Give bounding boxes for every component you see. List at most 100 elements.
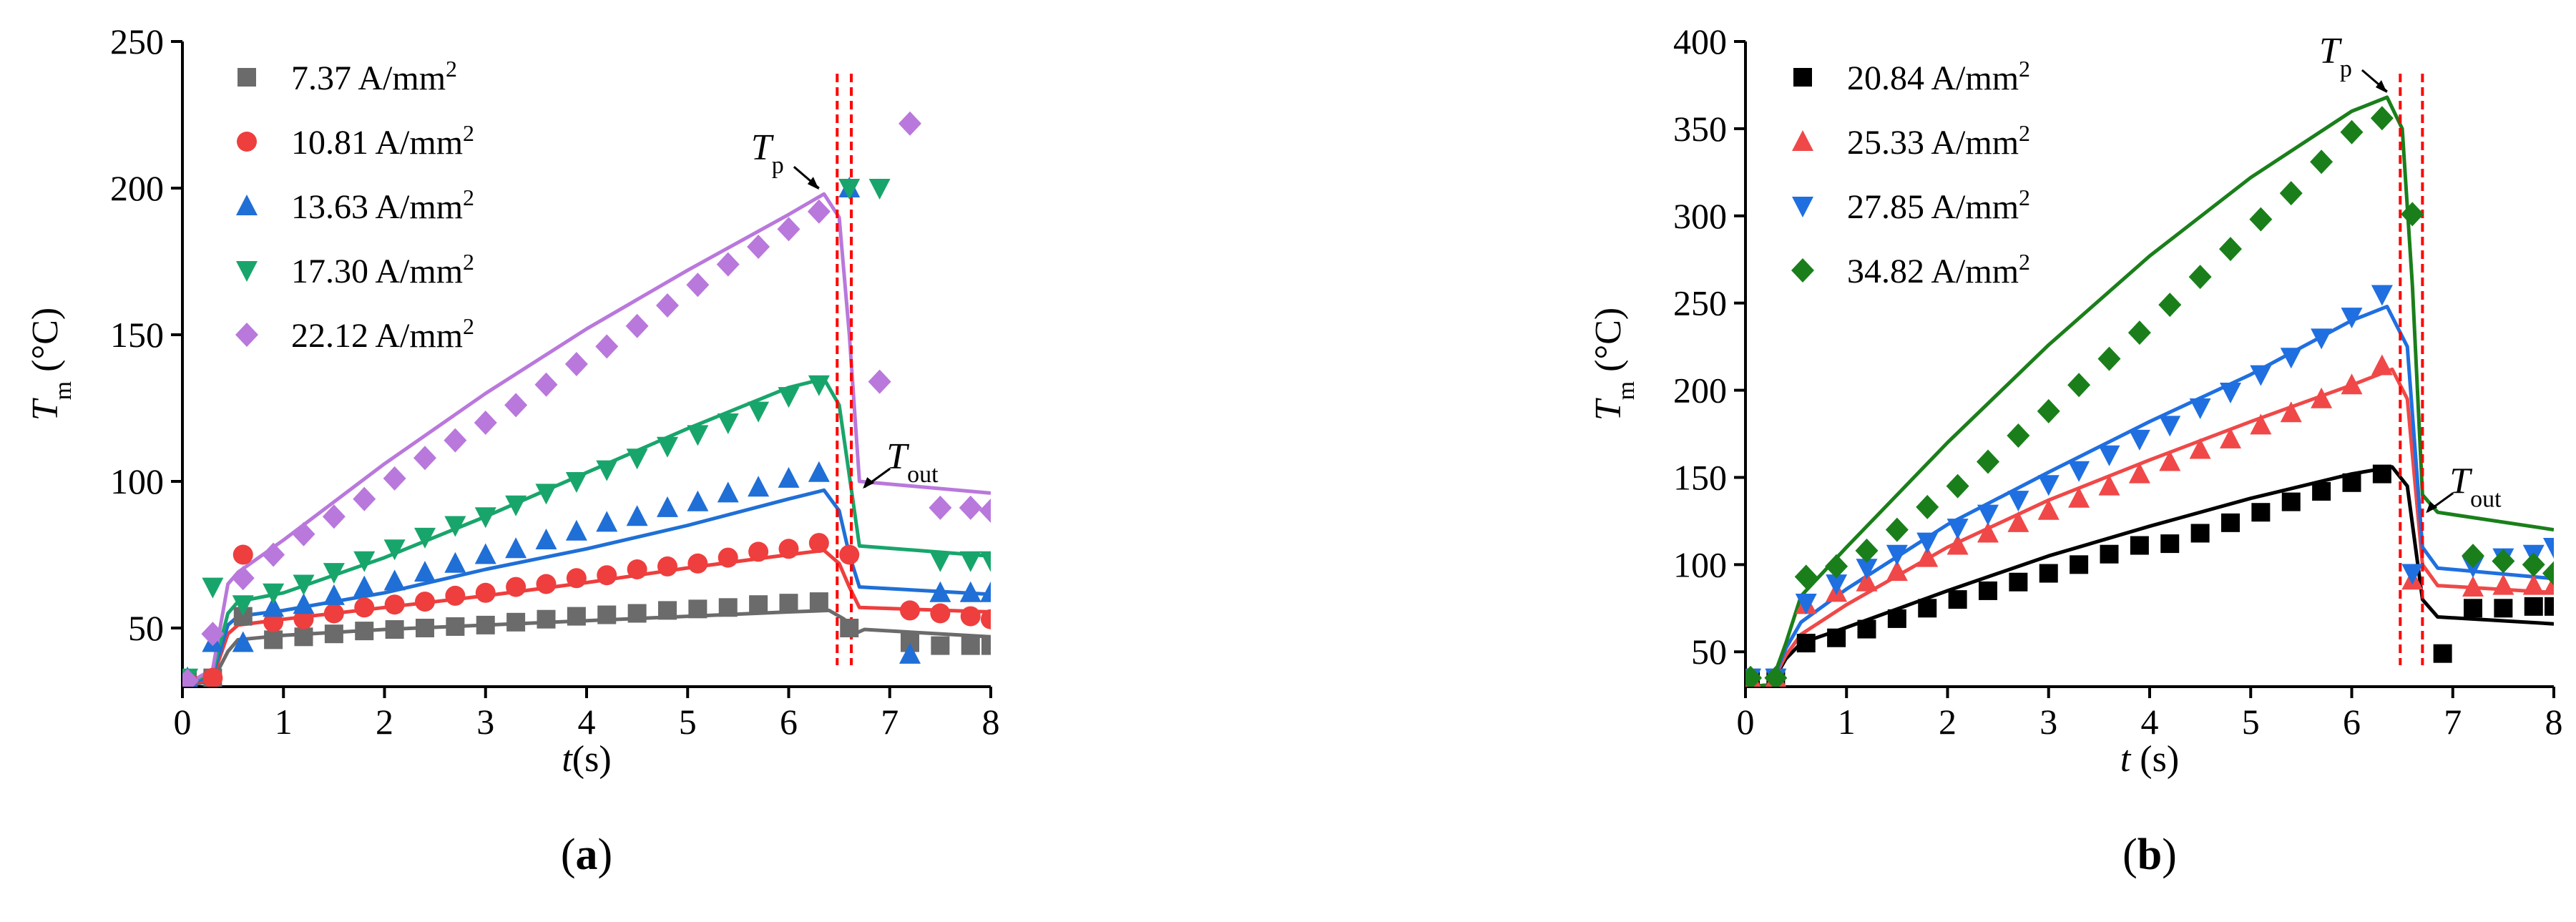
data-point bbox=[627, 559, 647, 579]
data-point bbox=[537, 609, 556, 629]
data-point bbox=[929, 551, 951, 572]
y-axis-label: Tm (°C) bbox=[25, 308, 77, 421]
legend-label-0: 20.84 A/mm2 bbox=[1847, 56, 2030, 97]
model-curve-2 bbox=[182, 488, 991, 687]
data-point bbox=[981, 609, 991, 629]
panel-a: 0 1 2 3 4 5 6 7 8 50 100 150 200 250 Tm (°C) t(s) (a) Tp T… bbox=[25, 21, 1000, 879]
data-point bbox=[384, 594, 405, 615]
data-point bbox=[2189, 398, 2211, 419]
x-tick-label: 4 bbox=[578, 702, 596, 742]
x-axis-label: t(s) bbox=[562, 739, 611, 780]
legend-label-4: 22.12 A/mm2 bbox=[291, 313, 474, 355]
legend-label-2: 27.85 A/mm2 bbox=[1847, 185, 2030, 226]
data-point bbox=[2190, 524, 2210, 543]
data-point bbox=[1857, 619, 1876, 639]
data-point bbox=[1918, 599, 1937, 618]
data-point bbox=[2464, 599, 2482, 618]
data-point bbox=[716, 252, 740, 277]
data-point bbox=[2220, 383, 2241, 404]
model-curve-0 bbox=[1745, 465, 2554, 687]
data-point bbox=[2221, 513, 2240, 532]
data-point bbox=[930, 603, 951, 624]
data-point bbox=[2037, 499, 2060, 520]
x-tick-label: 2 bbox=[376, 702, 393, 742]
data-point bbox=[2543, 537, 2554, 559]
x-tick-label: 7 bbox=[2444, 702, 2462, 742]
legend-marker-0 bbox=[1793, 68, 1812, 87]
data-point bbox=[565, 519, 587, 541]
data-point bbox=[899, 642, 921, 664]
data-point bbox=[2007, 511, 2029, 532]
data-point bbox=[323, 584, 345, 605]
annotation-tp: Tp bbox=[2319, 31, 2352, 82]
data-point bbox=[959, 551, 981, 572]
x-tick-label: 6 bbox=[2343, 702, 2361, 742]
legend-marker-2 bbox=[236, 195, 258, 215]
data-point bbox=[2492, 574, 2514, 595]
x-tick-label: 1 bbox=[1838, 702, 1856, 742]
data-point bbox=[444, 551, 466, 573]
data-point bbox=[2189, 438, 2211, 459]
data-point bbox=[2281, 492, 2301, 511]
data-point bbox=[979, 499, 991, 523]
data-point bbox=[981, 636, 991, 655]
data-point bbox=[2070, 555, 2089, 574]
data-point bbox=[657, 556, 677, 577]
x-tick-label: 8 bbox=[982, 702, 1000, 742]
data-point bbox=[627, 604, 647, 623]
data-point bbox=[201, 622, 225, 647]
data-point bbox=[474, 543, 496, 564]
data-point bbox=[2219, 237, 2242, 262]
data-point bbox=[383, 539, 406, 561]
data-point bbox=[840, 619, 859, 637]
data-point bbox=[657, 436, 678, 458]
data-point bbox=[444, 428, 467, 453]
data-point bbox=[1916, 546, 1939, 567]
data-point bbox=[1795, 593, 1817, 614]
data-point bbox=[2370, 106, 2394, 131]
y-tick-label: 150 bbox=[110, 315, 164, 355]
data-point bbox=[1946, 474, 1969, 499]
data-point bbox=[980, 581, 991, 602]
data-point bbox=[2128, 429, 2150, 451]
data-point bbox=[1796, 634, 1816, 653]
data-point bbox=[2280, 401, 2302, 423]
data-point bbox=[2037, 475, 2060, 496]
data-point bbox=[1826, 574, 1848, 596]
data-point bbox=[444, 516, 466, 537]
data-point bbox=[748, 541, 769, 562]
data-point bbox=[1764, 665, 1788, 687]
annotation-tp: Tp bbox=[751, 127, 784, 179]
data-point bbox=[353, 551, 376, 572]
data-point bbox=[749, 595, 768, 614]
data-point bbox=[474, 507, 496, 529]
data-point bbox=[354, 597, 375, 618]
data-point bbox=[263, 612, 284, 632]
data-point bbox=[2130, 536, 2149, 555]
data-point bbox=[414, 561, 436, 582]
data-point bbox=[353, 575, 376, 597]
data-point bbox=[263, 596, 285, 617]
data-point bbox=[232, 544, 253, 565]
data-point bbox=[1745, 665, 1763, 687]
data-point bbox=[808, 533, 829, 554]
data-point bbox=[535, 529, 557, 549]
data-point bbox=[2007, 491, 2029, 512]
data-point bbox=[2462, 576, 2484, 597]
data-point bbox=[597, 565, 617, 586]
data-point bbox=[264, 630, 283, 649]
data-point bbox=[2128, 462, 2150, 484]
data-point bbox=[2250, 413, 2272, 435]
data-point bbox=[383, 569, 406, 591]
data-point bbox=[505, 495, 527, 516]
data-point bbox=[2220, 427, 2241, 448]
data-point bbox=[536, 574, 557, 594]
data-point bbox=[1977, 504, 1999, 526]
data-point bbox=[383, 466, 406, 491]
data-point bbox=[808, 461, 830, 482]
data-point bbox=[445, 585, 466, 606]
data-point bbox=[688, 599, 707, 619]
y-tick-label: 400 bbox=[1673, 21, 1727, 62]
legend-marker-4 bbox=[235, 323, 258, 347]
data-point bbox=[1855, 538, 1879, 563]
